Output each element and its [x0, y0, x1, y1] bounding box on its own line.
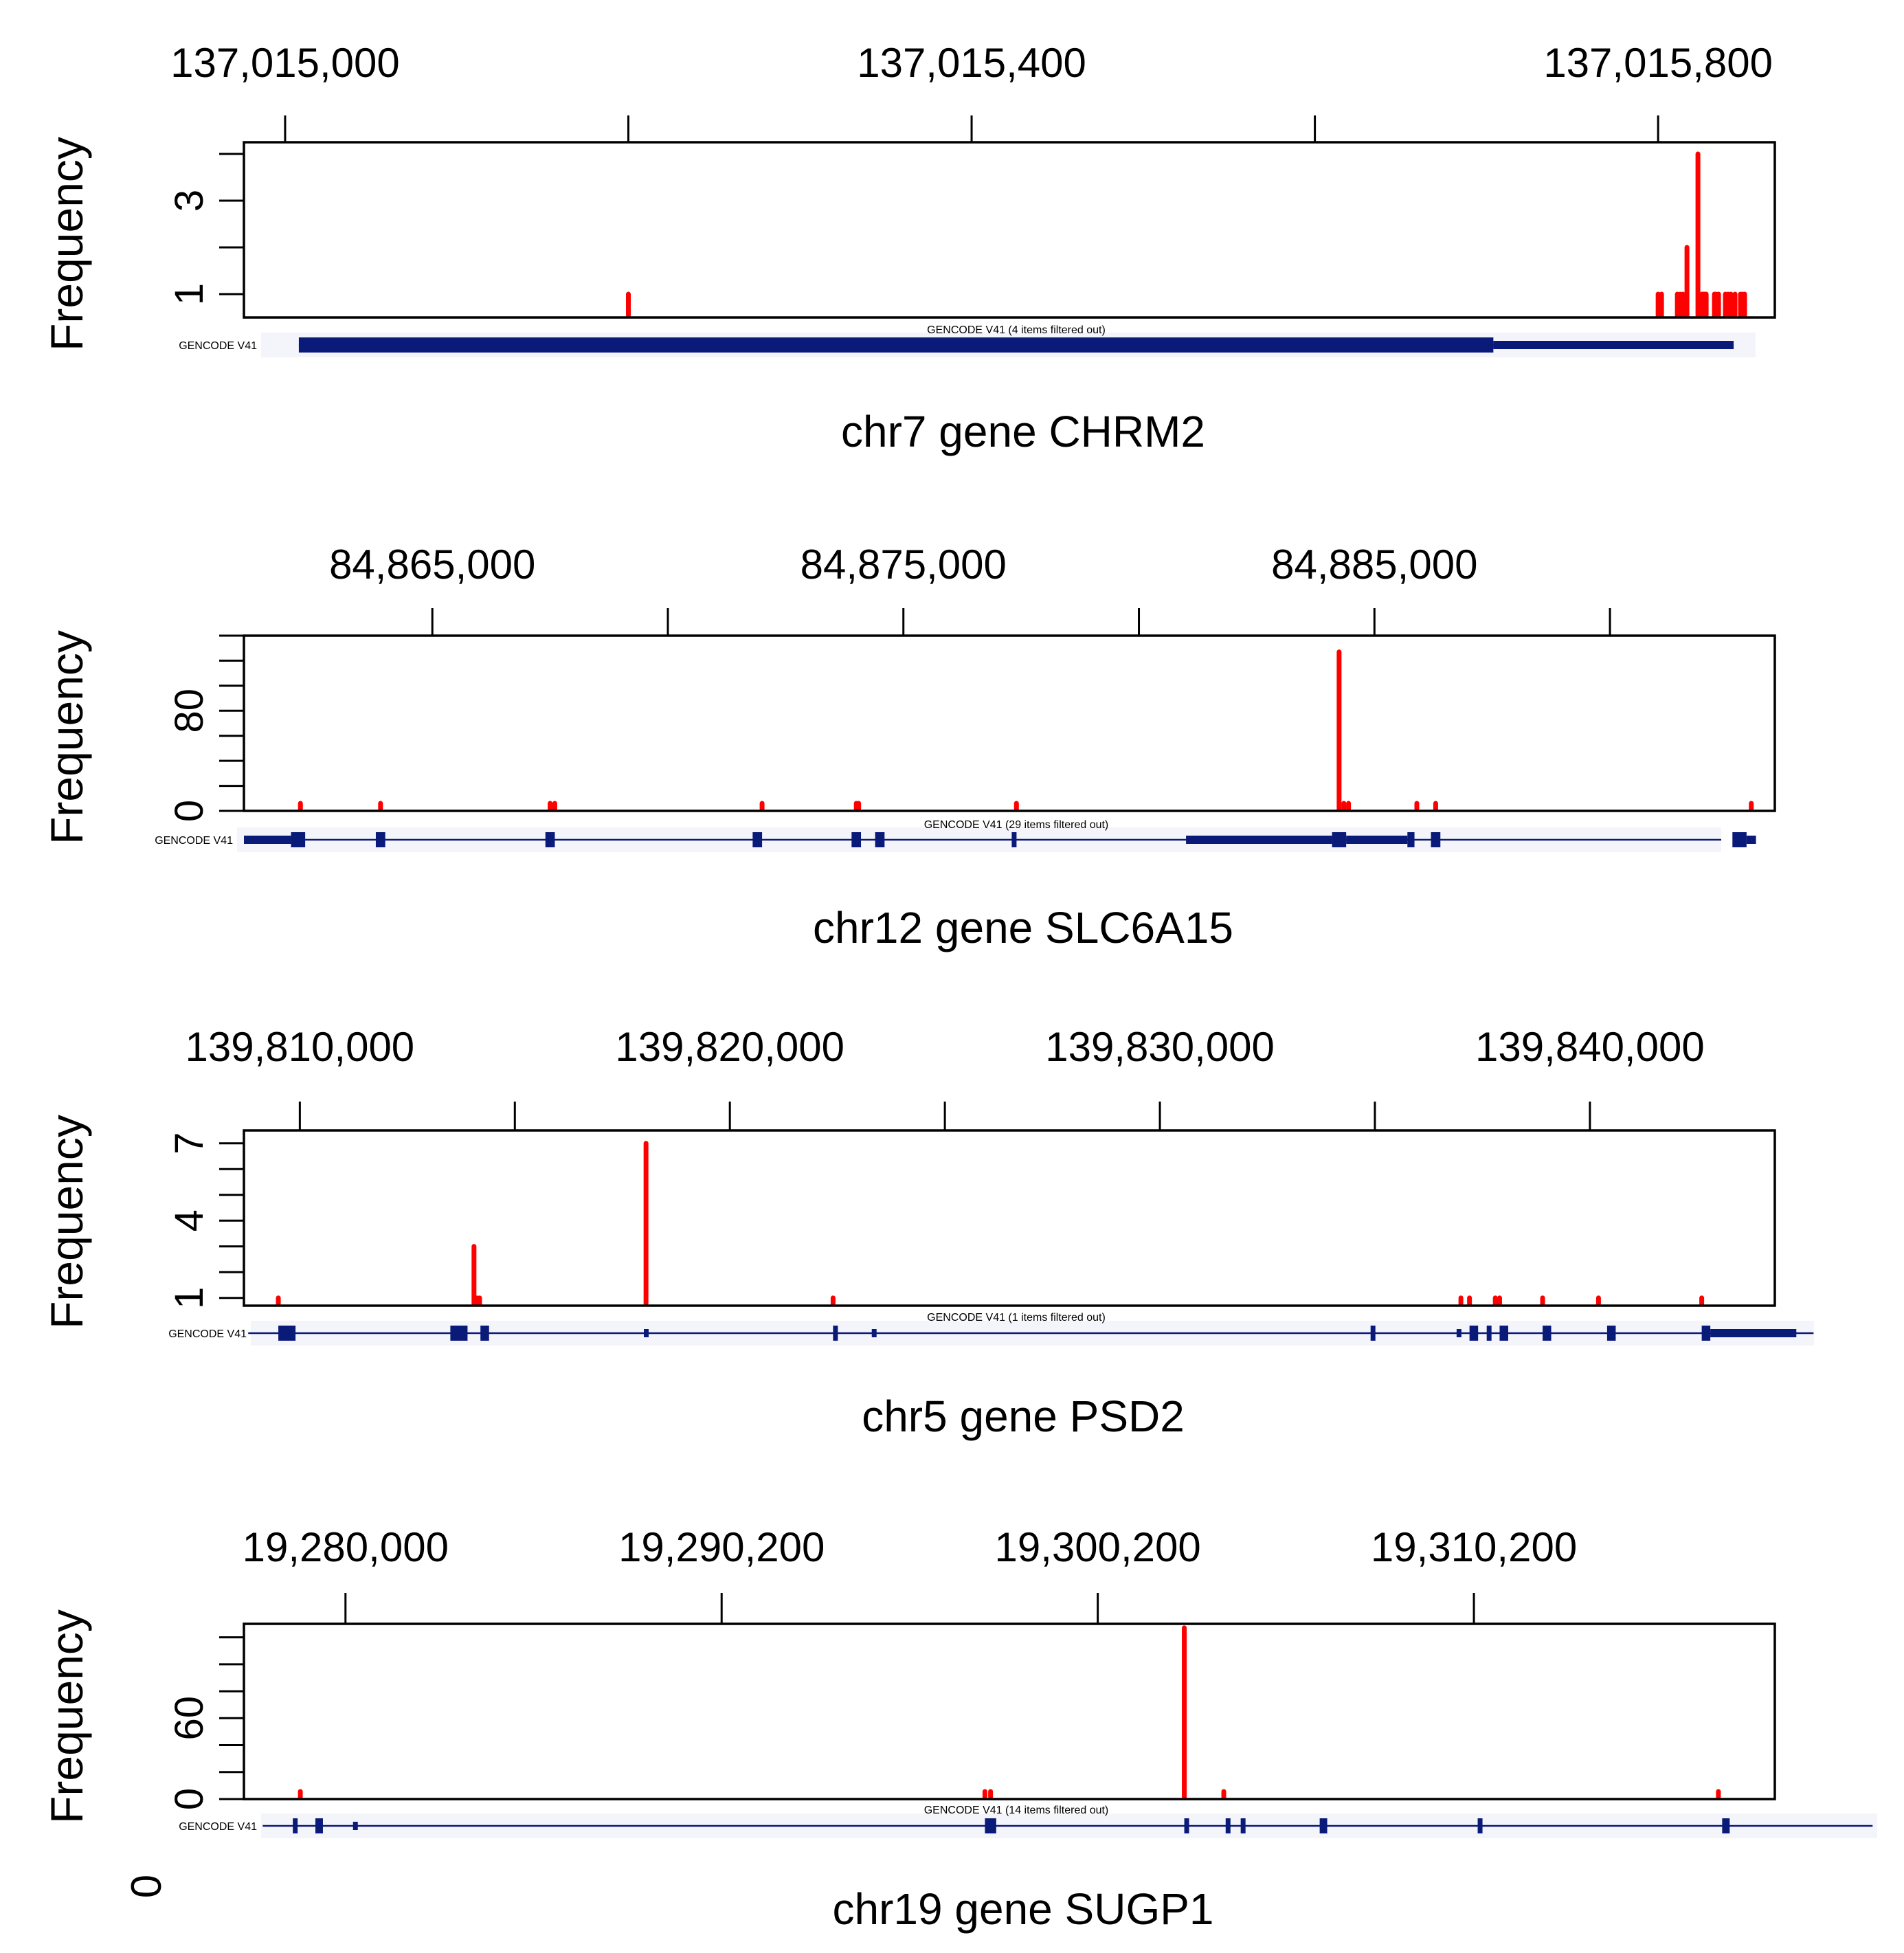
plot-frame	[243, 141, 1776, 319]
panel-title: chr7 gene CHRM2	[841, 407, 1205, 456]
gene-exon-block	[1477, 1818, 1483, 1833]
gene-exon-block	[291, 832, 306, 847]
gene-exon-block	[1431, 832, 1441, 847]
gene-exon-block	[1722, 1818, 1730, 1833]
gene-track-note: GENCODE V41 (1 items filtered out)	[927, 1312, 1106, 1324]
panel-title: chr19 gene SUGP1	[833, 1884, 1214, 1934]
gene-exon-block	[644, 1329, 649, 1337]
x-tick-label: 19,280,000	[243, 1524, 449, 1570]
gene-exon-block	[1186, 836, 1332, 844]
gene-exon-block	[352, 1822, 358, 1830]
y-axis-label: Frequency	[41, 630, 92, 845]
gene-exon-block	[1543, 1326, 1552, 1341]
gene-exon-block	[545, 832, 555, 847]
gene-exon-block	[1493, 341, 1734, 349]
x-tick-label: 137,015,000	[170, 40, 400, 86]
y-axis-label: Frequency	[41, 1115, 92, 1329]
panels: 137,015,000137,015,400137,015,800137,016…	[41, 40, 1877, 1934]
plot-frame	[243, 1129, 1776, 1307]
x-tick-label: 84,875,000	[800, 542, 1007, 588]
gene-exon-block	[1225, 1818, 1231, 1833]
gene-exon-block	[871, 1329, 877, 1337]
y-tick-label: 0	[167, 1788, 212, 1810]
gene-exon-block	[1486, 1326, 1492, 1341]
gene-track-label: GENCODE V41	[179, 1821, 257, 1833]
gene-exon-block	[1370, 1326, 1376, 1341]
gene-track-label: GENCODE V41	[168, 1328, 247, 1340]
gene-exon-block	[1407, 832, 1415, 847]
gene-track-label: GENCODE V41	[155, 835, 233, 847]
gene-exon-block	[1184, 1818, 1189, 1833]
x-tick-label: 19,300,200	[994, 1524, 1200, 1570]
stray-zero-label: 0	[123, 1875, 170, 1898]
y-tick-label: 60	[167, 1696, 212, 1741]
panel-title: chr12 gene SLC6A15	[813, 903, 1233, 952]
gene-track-label: GENCODE V41	[179, 340, 257, 352]
chart-panel-1: 137,015,000137,015,400137,015,800137,016…	[41, 40, 1776, 456]
gene-exon-block	[480, 1326, 489, 1341]
y-tick-label: 4	[167, 1209, 212, 1231]
x-tick-label: 139,820,000	[615, 1024, 844, 1070]
y-tick-label: 80	[167, 689, 212, 733]
gene-exon-block	[1606, 1326, 1616, 1341]
y-tick-label: 7	[167, 1132, 212, 1154]
gene-exon-block	[244, 836, 291, 844]
gene-exon-block	[293, 1818, 298, 1833]
gene-track-note: GENCODE V41 (14 items filtered out)	[924, 1805, 1109, 1816]
y-axis-label: Frequency	[41, 1609, 92, 1824]
gene-exon-block	[450, 1326, 468, 1341]
chart-panel-3: 139,810,000 139,820,000 139,830,000 139,840…	[41, 1024, 1814, 1441]
y-tick-label: 3	[167, 190, 212, 212]
gene-exon-block	[752, 832, 763, 847]
gene-exon-block	[1469, 1326, 1479, 1341]
panel-title: chr5 gene PSD2	[862, 1392, 1185, 1441]
gene-exon-block	[375, 832, 385, 847]
gene-exon-block	[1240, 1818, 1246, 1833]
gene-exon-block	[1701, 1326, 1711, 1341]
gene-exon-block	[1499, 1326, 1508, 1341]
x-tick-label: 19,310,200	[1371, 1524, 1577, 1570]
x-tick-label: 139,810,000	[186, 1024, 415, 1070]
gene-exon-block	[1011, 832, 1017, 847]
gene-exon-block	[298, 337, 1494, 353]
gene-exon-block	[278, 1326, 296, 1341]
gene-exon-block	[1346, 836, 1408, 844]
y-tick-label: 1	[167, 283, 212, 305]
gene-exon-block	[315, 1818, 323, 1833]
x-tick-label: 137,015,400	[857, 40, 1086, 86]
chart-panel-2: 84,865,000 84,875,000 84,885,000 0 80 Frequen…	[41, 542, 1776, 952]
gene-exon-block	[1456, 1329, 1461, 1337]
x-tick-label: 139,830,000	[1045, 1024, 1275, 1070]
gene-track-note: GENCODE V41 (4 items filtered out)	[927, 324, 1106, 336]
plot-frame	[243, 634, 1776, 812]
gene-exon-block	[1732, 832, 1747, 847]
x-tick-label: 84,885,000	[1271, 542, 1477, 588]
gene-exon-block	[1319, 1818, 1328, 1833]
y-tick-label: 1	[167, 1287, 212, 1309]
x-tick-label: 19,290,200	[618, 1524, 825, 1570]
y-tick-label: 0	[167, 800, 212, 822]
x-tick-label: 84,865,000	[329, 542, 535, 588]
gene-exon-block	[1332, 832, 1347, 847]
gene-exon-block	[1746, 836, 1756, 844]
y-axis-label: Frequency	[41, 137, 92, 351]
chart-panel-4: 19,280,000 19,290,200 19,300,200 19,310,200…	[41, 1524, 1877, 1934]
x-tick-label: 137,015,800	[1543, 40, 1773, 86]
gene-exon-block	[1710, 1329, 1797, 1337]
gene-exon-block	[833, 1326, 838, 1341]
x-tick-label: 139,840,000	[1475, 1024, 1705, 1070]
gene-exon-block	[851, 832, 862, 847]
gene-exon-block	[875, 832, 885, 847]
gene-track-note: GENCODE V41 (29 items filtered out)	[924, 819, 1109, 831]
gene-exon-block	[985, 1818, 996, 1833]
plot-frame	[243, 1622, 1776, 1800]
